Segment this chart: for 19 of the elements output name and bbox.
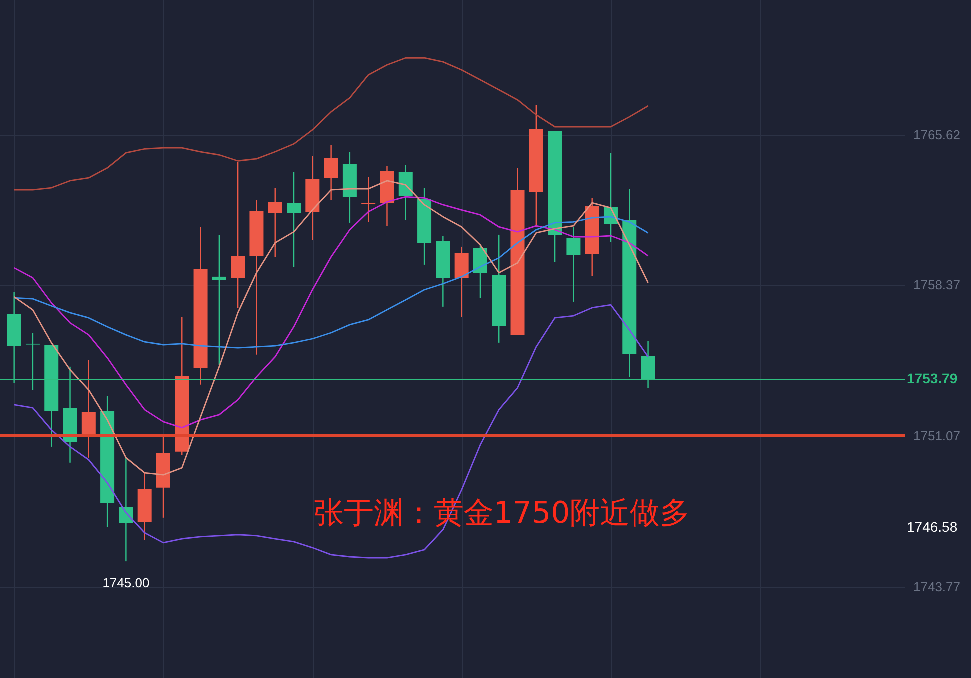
candlestick — [82, 359, 96, 459]
candlestick — [362, 176, 376, 223]
candlestick — [268, 187, 282, 258]
y-tick-label: 1751.07 — [914, 428, 960, 444]
candlestick — [324, 144, 338, 201]
line-series — [14, 57, 649, 191]
candlestick — [398, 164, 413, 221]
line-series — [14, 196, 649, 429]
y-tick-label: 1765.62 — [914, 128, 960, 143]
y-tick-label: 1743.77 — [914, 579, 960, 594]
candlestick — [566, 226, 581, 303]
annotation: 1745.00 — [102, 576, 150, 591]
ref-line-label: 1753.79 — [907, 370, 958, 387]
text: 1746.58 — [907, 519, 958, 535]
candlestick — [212, 234, 226, 366]
candlestick — [231, 162, 246, 309]
line-series — [14, 180, 649, 476]
y-tick-label: 1758.37 — [914, 278, 960, 293]
candlestick — [287, 171, 302, 268]
